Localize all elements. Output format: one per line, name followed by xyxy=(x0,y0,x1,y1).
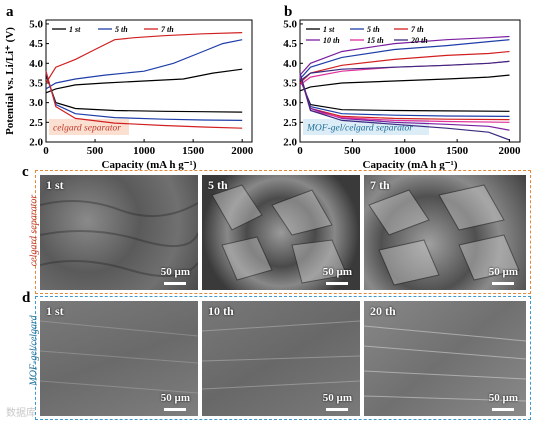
y-tick-label-b-3: 3.5 xyxy=(283,77,297,89)
y-axis-label-a: Potential vs. Li/Li⁺ (V) xyxy=(4,27,16,135)
series-b-20th-discharge xyxy=(299,72,510,141)
x-tick-label-a-1: 500 xyxy=(87,145,104,157)
y-tick-label-a-1: 2.5 xyxy=(29,117,43,129)
plot-frame-a xyxy=(45,19,253,143)
scale-label-c-1: 50 µm xyxy=(160,266,190,278)
scale-label-d-1: 50 µm xyxy=(160,392,190,404)
y-tick-label-b-4: 4.0 xyxy=(283,58,297,70)
y-tick-label-b-6: 5.0 xyxy=(283,18,297,30)
sem-image-c-1: 1 st 50 µm xyxy=(40,175,198,290)
y-tick-label-a-5: 4.5 xyxy=(29,38,43,50)
series-a-1st-charge xyxy=(45,68,243,94)
y-tick-label-a-3: 3.5 xyxy=(29,77,43,89)
sem-label-c-2: 5 th xyxy=(208,178,228,192)
x-tick-label-a-0: 0 xyxy=(43,145,49,157)
x-tick-label-b-0: 0 xyxy=(297,145,303,157)
watermark: 数据库 xyxy=(6,408,36,419)
series-a-7th-discharge xyxy=(45,71,243,129)
series-b-15th-charge xyxy=(299,60,510,86)
sem-label-c-3: 7 th xyxy=(370,178,390,192)
scale-bar-c-2 xyxy=(326,282,348,285)
celgard-side-label: celgard separator xyxy=(28,194,40,267)
legend-label-a-0: 1 st xyxy=(69,25,81,34)
x-tick-label-a-2: 1000 xyxy=(133,145,156,157)
sem-label-d-1: 1 st xyxy=(46,304,64,318)
scale-bar-d-1 xyxy=(164,408,186,411)
legend-label-b-0: 1 st xyxy=(323,25,335,34)
y-tick-label-b-5: 4.5 xyxy=(283,38,297,50)
series-a-5th-discharge xyxy=(45,72,243,121)
y-tick-label-a-4: 4.0 xyxy=(29,58,43,70)
scale-bar-c-3 xyxy=(492,282,514,285)
y-tick-label-a-6: 5.0 xyxy=(29,18,43,30)
sem-image-c-3: 7 th 50 µm xyxy=(364,175,526,290)
series-b-5th-charge xyxy=(299,39,510,80)
legend-label-a-2: 7 th xyxy=(161,25,174,34)
x-tick-label-a-4: 2000 xyxy=(231,145,254,157)
sem-label-d-3: 20 th xyxy=(370,304,396,318)
panel-letter-b: b xyxy=(284,4,293,20)
scale-label-c-3: 50 µm xyxy=(488,266,518,278)
panel-letter-a: a xyxy=(6,4,14,20)
y-tick-label-a-2: 3.0 xyxy=(29,97,43,109)
separator-label-a: celgard separator xyxy=(53,124,121,134)
sem-label-d-2: 10 th xyxy=(208,304,234,318)
y-tick-label-b-0: 2.0 xyxy=(283,137,297,149)
series-a-5th-charge xyxy=(45,39,243,90)
mof-side-label-1: MOF-gel/celgard xyxy=(28,315,40,386)
y-tick-label-b-2: 3.0 xyxy=(283,97,297,109)
sem-image-d-2: 10 th 50 µm xyxy=(202,301,360,416)
x-tick-label-b-1: 500 xyxy=(344,145,361,157)
separator-label-b: MOF-gel/celgard separator xyxy=(306,124,413,134)
scale-bar-c-1 xyxy=(164,282,186,285)
legend-label-b-1: 5 th xyxy=(367,25,380,34)
chart-b: 2.0 2.5 3.0 3.5 4.0 4.5 5.0 0 500 1000 1500 2000 Cap… xyxy=(283,18,522,170)
sem-image-d-1: 1 st 50 µm xyxy=(40,301,198,416)
sem-row-d: MOF-gel/celgard separator 1 st 50 µm 10 … xyxy=(29,296,531,420)
legend-label-a-1: 5 th xyxy=(115,25,128,34)
y-tick-label-a-0: 2.0 xyxy=(29,137,43,149)
series-b-7th-discharge xyxy=(299,74,510,121)
sem-image-d-3: 20 th 50 µm xyxy=(364,301,526,416)
scale-label-d-2: 50 µm xyxy=(322,392,352,404)
x-tick-label-b-4: 2000 xyxy=(499,145,522,157)
chart-a: 2.0 2.5 3.0 3.5 4.0 4.5 5.0 0 500 1000 1500 2000 Cap… xyxy=(4,18,254,170)
legend-label-b-5: 20 th xyxy=(410,36,428,45)
panel-letter-d: d xyxy=(22,290,31,306)
legend-label-b-3: 10 th xyxy=(323,36,340,45)
scale-bar-d-3 xyxy=(492,408,514,411)
x-axis-label-a: Capacity (mA h g⁻¹) xyxy=(102,159,197,170)
series-b-10th-charge xyxy=(299,35,510,76)
scale-label-d-3: 50 µm xyxy=(488,392,518,404)
scale-bar-d-2 xyxy=(326,408,348,411)
scale-label-c-2: 50 µm xyxy=(322,266,352,278)
y-tick-label-b-1: 2.5 xyxy=(283,117,297,129)
series-a-7th-charge xyxy=(45,32,243,84)
panel-letter-c: c xyxy=(22,164,29,180)
sem-row-c: celgard separator 1 st 50 µm 5 th 50 µm … xyxy=(29,170,531,294)
x-axis-label-b: Capacity (mA h g⁻¹) xyxy=(363,159,458,170)
series-b-20th-charge xyxy=(299,60,510,82)
legend-label-b-4: 15 th xyxy=(367,36,384,45)
legend-label-b-2: 7 th xyxy=(411,25,424,34)
x-tick-label-b-3: 1500 xyxy=(446,145,469,157)
sem-label-c-1: 1 st xyxy=(46,178,64,192)
x-tick-label-b-2: 1000 xyxy=(394,145,417,157)
x-tick-label-a-3: 1500 xyxy=(182,145,205,157)
series-b-1st-charge xyxy=(299,74,510,92)
sem-image-c-2: 5 th 50 µm xyxy=(202,175,360,290)
